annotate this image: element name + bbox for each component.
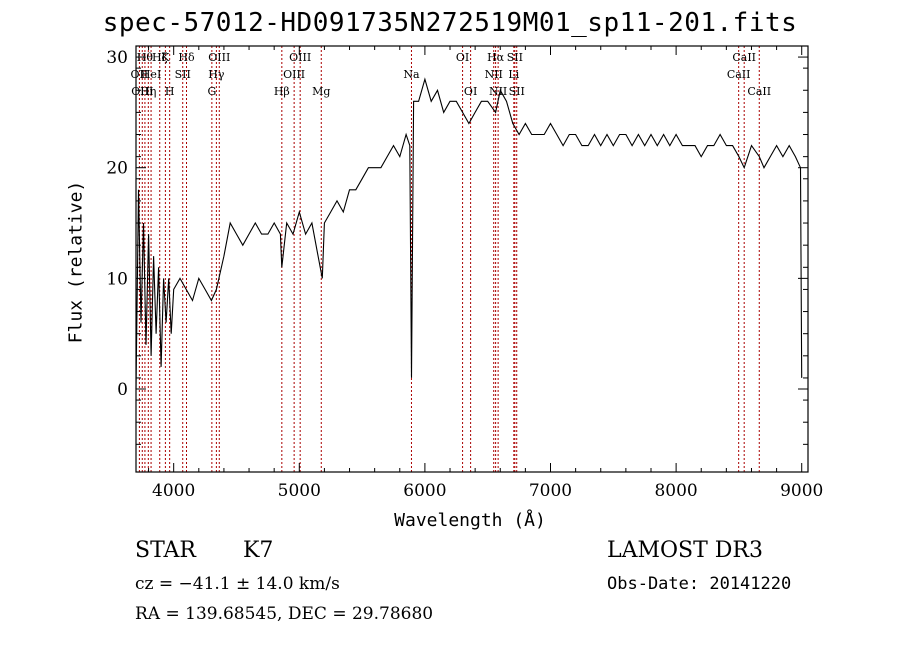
object-class: STAR — [135, 538, 196, 563]
line-marker-label: OI — [464, 85, 477, 98]
line-marker-label: Hζ — [152, 51, 168, 64]
line-markers — [138, 46, 760, 472]
line-marker-label: Hβ — [274, 85, 290, 98]
line-marker-label: G — [207, 85, 216, 98]
y-axis-ticks: 0 10 20 30 — [106, 48, 808, 445]
line-marker-label: NII — [485, 68, 503, 81]
x-tick-label: 4000 — [152, 481, 195, 501]
line-marker-label: OII — [131, 68, 149, 81]
line-marker-label: HeI — [141, 68, 161, 81]
y-axis-label: Flux (relative) — [65, 180, 87, 344]
line-marker-label: H — [165, 85, 175, 98]
line-marker-label: CaII — [747, 85, 771, 98]
x-tick-label: 5000 — [278, 481, 321, 501]
line-marker-label: OIII — [131, 85, 153, 98]
x-axis-ticks: 4000 5000 6000 7000 8000 9000 — [148, 46, 823, 501]
line-marker-label: CaII — [727, 68, 751, 81]
y-tick-label: 20 — [106, 159, 128, 179]
line-marker-label: CaII — [732, 51, 756, 64]
line-marker-label: NII — [489, 85, 507, 98]
line-marker-labels: OIIOIIIHθHηHeIHζKHSIIHδGHγOIIIHβOIIIOIII… — [131, 51, 772, 98]
coordinates-readout: RA = 139.68545, DEC = 29.78680 — [135, 604, 434, 624]
x-tick-label: 6000 — [403, 481, 446, 501]
line-marker-label: OI — [456, 51, 469, 64]
line-marker-label: OIII — [208, 51, 230, 64]
line-marker-label: OIII — [283, 68, 305, 81]
y-tick-label: 0 — [117, 380, 128, 400]
line-marker-label: K — [161, 51, 170, 64]
chart-title: spec-57012-HD091735N272519M01_sp11-201.f… — [102, 8, 798, 38]
line-marker-label: SII — [175, 68, 191, 81]
x-axis-label: Wavelength (Å) — [394, 510, 546, 531]
line-marker-label: SII — [509, 85, 525, 98]
x-tick-label: 9000 — [780, 481, 823, 501]
line-marker-label: Na — [403, 68, 420, 81]
line-marker-label: Mg — [312, 85, 330, 98]
y-tick-label: 30 — [106, 48, 128, 68]
y-tick-label: 10 — [106, 269, 128, 289]
survey-name: LAMOST DR3 — [607, 538, 763, 563]
x-tick-label: 8000 — [654, 481, 697, 501]
spectral-subclass: K7 — [243, 538, 274, 563]
line-marker-label: Hδ — [178, 51, 195, 64]
observation-date: Obs-Date: 20141220 — [607, 574, 792, 594]
line-marker-label: SII — [507, 51, 523, 64]
line-marker-label: Hα — [487, 51, 505, 64]
x-tick-label: 7000 — [529, 481, 572, 501]
spectrum-line — [135, 77, 803, 390]
line-marker-label: Hγ — [208, 68, 225, 81]
redshift-readout: cz = −41.1 ± 14.0 km/s — [135, 574, 340, 594]
plot-frame — [135, 45, 809, 473]
line-marker-label: Li — [508, 68, 519, 81]
line-marker-label: Hη — [140, 85, 156, 98]
line-marker-label: OIII — [289, 51, 311, 64]
